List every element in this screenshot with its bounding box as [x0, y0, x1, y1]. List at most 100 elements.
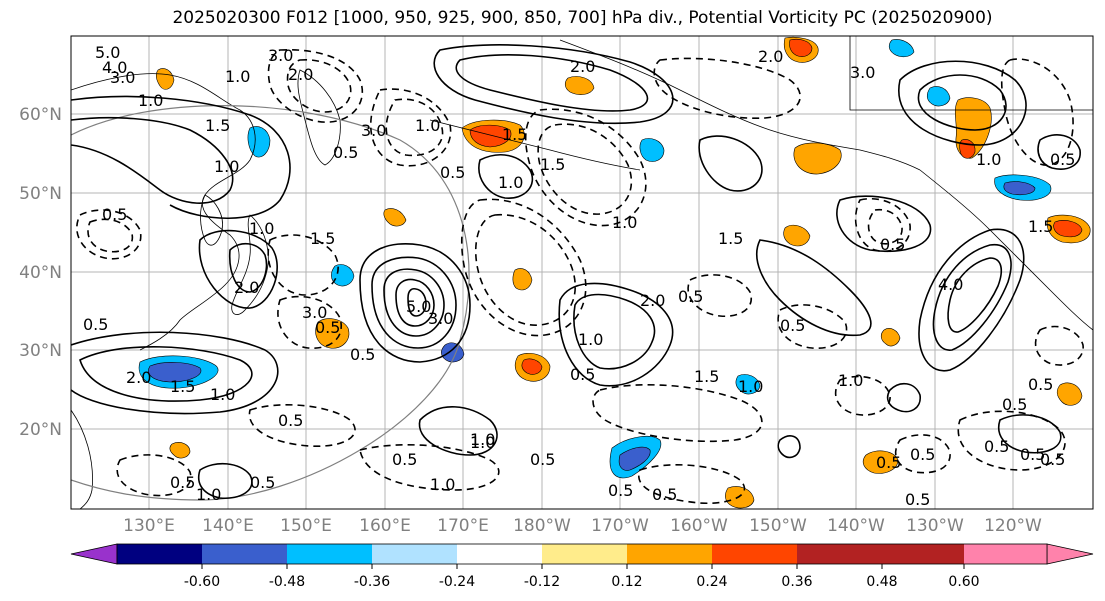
contour-label: 1.5	[1028, 217, 1053, 236]
lon-label: 130°E	[123, 516, 175, 536]
colorbar-segment	[457, 544, 542, 564]
contour-line	[898, 60, 1027, 146]
contour-label: 3.0	[268, 46, 293, 65]
lon-label: 180°W	[513, 516, 571, 536]
contour-label: 1.0	[196, 485, 221, 504]
colorbar-segment-extra	[964, 544, 1047, 564]
contour-line	[248, 404, 356, 447]
contour-line	[573, 293, 656, 370]
contour-label: 1.5	[310, 229, 335, 248]
contour-line	[854, 198, 911, 252]
contour-label: 2.0	[234, 278, 259, 297]
pv-patch	[880, 328, 901, 347]
colorbar-tick-label: -0.48	[269, 574, 305, 590]
contour-label: 0.5	[652, 485, 677, 504]
contour-label: 0.5	[102, 205, 127, 224]
colorbar-arrow-left	[70, 543, 118, 565]
lon-label: 150°E	[280, 516, 332, 536]
contour-label: 1.0	[138, 91, 163, 110]
colorbar-tick-label: 0.48	[866, 574, 897, 590]
contour-line	[1034, 325, 1084, 366]
coastline-asia	[71, 73, 256, 351]
colorbar-segment	[287, 544, 372, 564]
contour-label: 0.5	[780, 316, 805, 335]
colorbar-tick-label: -0.60	[184, 574, 220, 590]
pv-patch	[331, 264, 355, 287]
colorbar-tick-labels: -0.60 -0.48 -0.36 -0.24 -0.12 0.12 0.24 …	[184, 574, 980, 590]
contour-label: 0.5	[1020, 445, 1045, 464]
pv-patch	[862, 450, 899, 474]
contour-line	[407, 287, 427, 317]
colorbar-tick-label: -0.36	[354, 574, 390, 590]
lon-label: 140°W	[827, 516, 885, 536]
contour-label: 0.5	[392, 450, 417, 469]
contour-label: 3.0	[110, 68, 135, 87]
contour-label: 0.5	[315, 318, 340, 337]
pv-patch	[783, 224, 811, 247]
contour-label: 1.0	[612, 213, 637, 232]
contour-line	[867, 208, 903, 245]
contour-label: 0.5	[984, 437, 1009, 456]
pv-patch	[618, 446, 651, 471]
contour-label: 5.0	[95, 43, 120, 62]
coastline-north-america	[919, 169, 1093, 331]
contour-label: 0.5	[880, 235, 905, 254]
contour-line	[886, 382, 921, 413]
contour-label: 3.0	[302, 303, 327, 322]
pv-patch	[521, 358, 543, 375]
colorbar-arrow-right	[1046, 543, 1094, 565]
contour-label: 0.5	[1040, 450, 1065, 469]
coastline-korea	[200, 194, 223, 246]
pv-patch	[793, 142, 842, 175]
pv-patch	[789, 38, 813, 57]
contour-line	[371, 256, 457, 349]
lon-label: 150°W	[749, 516, 807, 536]
contour-label: 1.0	[225, 67, 250, 86]
colorbar-segment-extra	[882, 544, 964, 564]
contour-line	[1000, 58, 1074, 166]
lat-label: 20°N	[19, 420, 62, 440]
colorbar-tick-label: 0.60	[948, 574, 979, 590]
coastlines	[71, 36, 1093, 509]
contour-line	[917, 74, 1007, 131]
contour-line	[71, 95, 291, 220]
contour-line	[359, 444, 500, 491]
contour-line	[524, 108, 647, 227]
great-circle-arcs	[71, 105, 470, 501]
contour-label: 2.0	[288, 65, 313, 84]
contour-line	[947, 257, 1003, 333]
contour-label: 0.5	[1050, 150, 1075, 169]
contour-line	[71, 331, 279, 415]
contour-label: 1.5	[205, 116, 230, 135]
contour-label: 0.5	[170, 473, 195, 492]
pv-patch	[564, 76, 595, 95]
contour-label: 2.0	[640, 291, 665, 310]
pv-patch	[639, 138, 665, 162]
contour-line	[286, 59, 352, 113]
lon-label: 120°W	[984, 516, 1042, 536]
great-circle-arc	[71, 105, 470, 501]
contour-line	[359, 243, 471, 363]
dashed-contours	[76, 49, 1084, 505]
contour-line	[87, 218, 134, 253]
colorbar-tick-label: -0.12	[524, 574, 560, 590]
colorbar-ticks	[201, 564, 965, 569]
colorbar-segment	[627, 544, 712, 564]
contour-labels: 5.0 4.0 3.0 1.0 3.0 1.0 2.0 1.5 1.0 0.5 …	[83, 43, 1075, 509]
contour-label: 3.0	[428, 309, 453, 328]
pv-patch	[1056, 382, 1083, 406]
contour-label: 0.5	[333, 143, 358, 162]
contour-label: 0.5	[350, 345, 375, 364]
contour-label: 0.5	[440, 163, 465, 182]
contour-label: 0.5	[876, 453, 901, 472]
contour-line	[433, 44, 674, 125]
coastline-kamchatka	[297, 69, 341, 166]
contour-line	[755, 239, 872, 337]
pv-patch	[148, 362, 202, 383]
contour-line	[698, 135, 763, 192]
contour-line	[474, 214, 576, 326]
canada-border	[849, 36, 1093, 111]
coastline-aleutians	[429, 119, 641, 171]
contour-line	[395, 278, 435, 327]
colorbar-segment	[372, 544, 457, 564]
